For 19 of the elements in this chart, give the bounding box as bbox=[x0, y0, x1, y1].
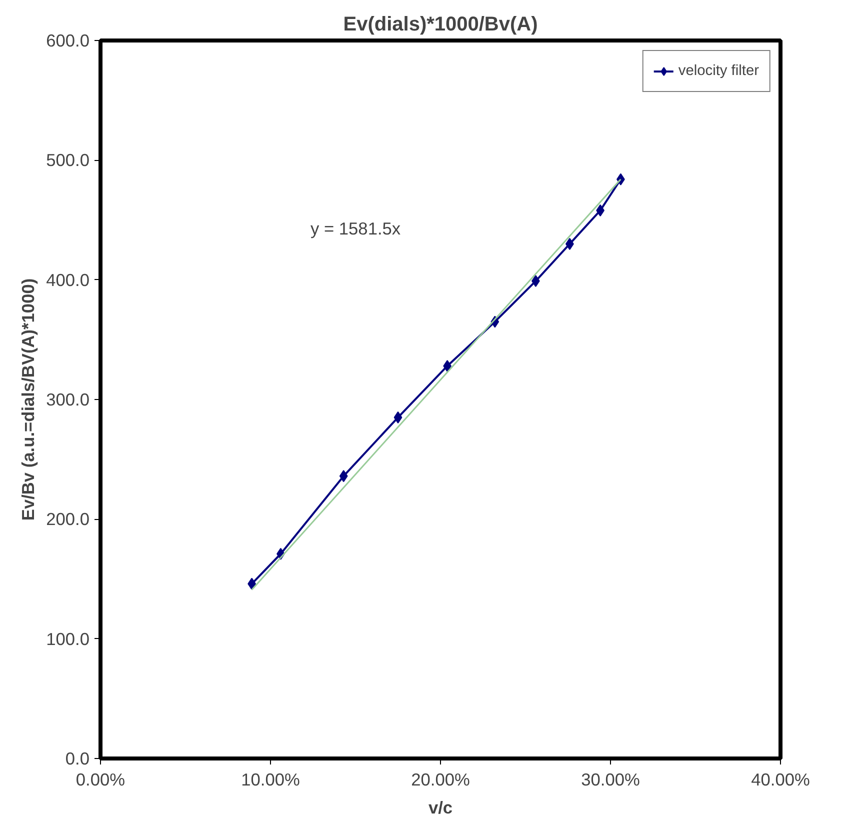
x-tick-label: 0.00% bbox=[76, 770, 126, 790]
y-axis-title: Ev/Bv (a.u.=dials/BV(A)*1000) bbox=[18, 278, 38, 521]
y-tick-label: 400.0 bbox=[46, 270, 90, 290]
x-axis-title: v/c bbox=[428, 798, 453, 818]
y-tick-label: 300.0 bbox=[46, 390, 90, 410]
legend-label: velocity filter bbox=[678, 63, 759, 79]
x-tick-label: 20.00% bbox=[411, 770, 470, 790]
y-tick-label: 500.0 bbox=[46, 150, 90, 170]
y-tick-label: 100.0 bbox=[46, 628, 90, 649]
x-tick-label: 40.00% bbox=[751, 770, 810, 790]
annotation: y = 1581.5x bbox=[310, 218, 401, 238]
y-tick-label: 200.0 bbox=[46, 509, 90, 530]
y-tick-label: 0.0 bbox=[65, 748, 90, 768]
point bbox=[394, 411, 402, 424]
x-tick-label: 30.00% bbox=[581, 770, 640, 790]
x-tick-label: 10.00% bbox=[241, 770, 300, 790]
y-tick-label: 600.0 bbox=[46, 30, 90, 50]
chart-title: Ev(dials)*1000/Bv(A) bbox=[343, 14, 538, 36]
point bbox=[339, 470, 348, 482]
